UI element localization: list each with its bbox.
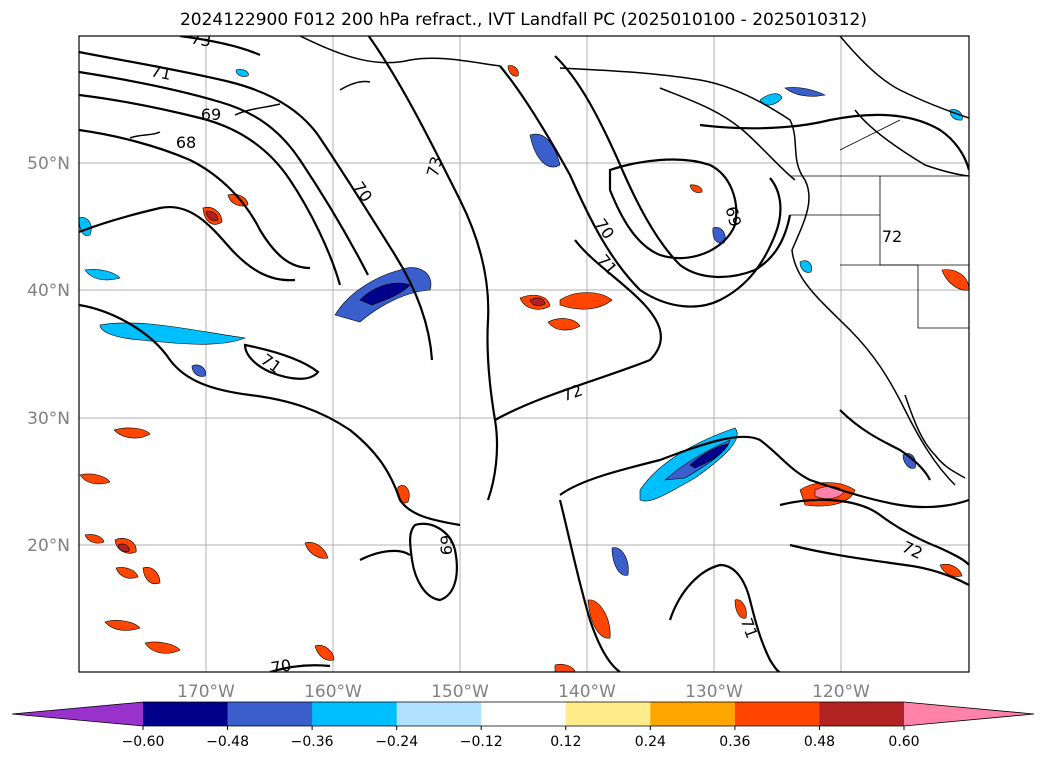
- lon-tick-label: 120°W: [812, 682, 870, 702]
- colorbar-swatch: [143, 702, 229, 726]
- colorbar-tick-label: −0.48: [206, 734, 249, 750]
- colorbar-swatch: [565, 702, 651, 726]
- colorbar-extend-min: [12, 702, 143, 726]
- lon-tick-label: 140°W: [558, 682, 616, 702]
- map-frame: [78, 35, 970, 673]
- colorbar-tick-label: 0.36: [719, 734, 750, 750]
- colorbar-tick-label: −0.24: [375, 734, 418, 750]
- colorbar-swatch: [819, 702, 905, 726]
- colorbar-tick-label: −0.60: [122, 734, 165, 750]
- contour-label: 69: [437, 535, 456, 555]
- chart-title: 2024122900 F012 200 hPa refract., IVT La…: [179, 10, 867, 30]
- contour-label: 69: [201, 105, 221, 124]
- gridlines: [79, 36, 969, 672]
- colorbar-swatch: [481, 702, 567, 726]
- coastlines: [129, 36, 969, 486]
- refractivity-contours: [79, 36, 969, 672]
- colorbar-swatch: [312, 702, 398, 726]
- lat-tick-label: 30°N: [27, 409, 70, 429]
- colorbar: −0.60 −0.48 −0.36 −0.24 −0.12 0.12 0.24 0.36 0.4…: [11, 701, 1035, 750]
- borders: [790, 119, 969, 329]
- colorbar-tick-label: −0.36: [291, 734, 334, 750]
- colorbar-tick-label: 0.48: [804, 734, 835, 750]
- map-area: [79, 36, 969, 672]
- contour-label: 73: [189, 28, 212, 50]
- contour-label: 73: [423, 154, 447, 179]
- colorbar-tick-label: 0.12: [550, 734, 581, 750]
- colorbar-tick-label: −0.12: [460, 734, 503, 750]
- lon-tick-label: 170°W: [177, 682, 235, 702]
- colorbar-tick-label: 0.60: [888, 734, 919, 750]
- lat-tick-label: 40°N: [27, 281, 70, 301]
- contour-label: 68: [176, 133, 196, 152]
- lat-tick-label: 20°N: [27, 536, 70, 556]
- contour-label: 71: [149, 61, 173, 84]
- colorbar-extend-max: [904, 702, 1034, 726]
- lon-tick-label: 160°W: [304, 682, 362, 702]
- longitude-ticks: 170°W 160°W 150°W 140°W 130°W 120°W: [177, 682, 870, 702]
- contour-label: 69: [722, 204, 746, 229]
- lon-tick-label: 130°W: [685, 682, 743, 702]
- colorbar-swatch: [396, 702, 482, 726]
- colorbar-swatch: [650, 702, 736, 726]
- lat-tick-label: 50°N: [27, 154, 70, 174]
- latitude-ticks: 50°N 40°N 30°N 20°N: [27, 154, 70, 556]
- colorbar-tick-label: 0.24: [635, 734, 666, 750]
- contour-labels: 73 71 69 68 70 73 70 71 69 72 71 72 70 6…: [149, 28, 925, 677]
- lon-tick-label: 150°W: [431, 682, 489, 702]
- contour-label: 72: [882, 227, 902, 246]
- colorbar-swatch: [734, 702, 820, 726]
- colorbar-swatch: [227, 702, 313, 726]
- contour-label: 70: [269, 655, 292, 677]
- ivt-shading: [79, 65, 969, 672]
